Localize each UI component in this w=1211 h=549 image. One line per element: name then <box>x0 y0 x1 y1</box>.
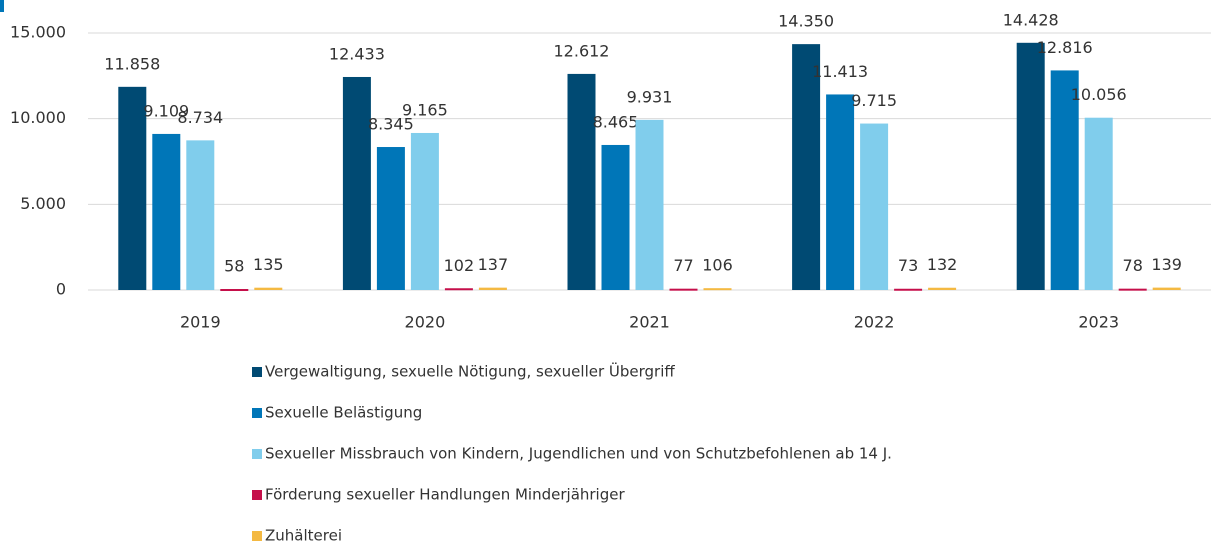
data-label: 8.345 <box>368 115 414 134</box>
bar <box>444 288 473 291</box>
legend-swatch <box>252 490 262 500</box>
data-label: 106 <box>702 256 733 275</box>
bar <box>1118 288 1147 291</box>
data-label: 9.165 <box>402 100 448 119</box>
bar <box>186 140 215 290</box>
data-label: 73 <box>898 256 918 275</box>
bar <box>478 287 507 290</box>
bar <box>1050 70 1079 291</box>
bar <box>703 288 732 291</box>
data-label: 137 <box>478 255 509 274</box>
bar <box>894 288 923 291</box>
data-label: 135 <box>253 255 284 274</box>
y-tick-label: 15.000 <box>10 23 66 42</box>
bar <box>860 123 889 290</box>
corner-mark <box>0 0 4 12</box>
data-label: 77 <box>673 256 693 275</box>
bar <box>118 86 147 290</box>
data-label: 8.734 <box>177 108 223 127</box>
bar <box>254 287 283 290</box>
legend-label: Zuhälterei <box>265 527 342 545</box>
data-label: 102 <box>444 256 475 275</box>
data-label: 78 <box>1123 256 1143 275</box>
y-tick-label: 5.000 <box>20 194 66 213</box>
legend-swatch <box>252 531 262 541</box>
data-label: 11.413 <box>812 62 868 81</box>
bar <box>376 147 405 290</box>
bar <box>601 144 630 290</box>
data-label: 132 <box>927 255 958 274</box>
data-label: 9.931 <box>627 87 673 106</box>
bar <box>1084 117 1113 290</box>
legend-swatch <box>252 408 262 418</box>
bar <box>669 288 698 291</box>
legend-swatch <box>252 367 262 377</box>
legend-label: Förderung sexueller Handlungen Minderjäh… <box>265 486 625 504</box>
data-label: 14.350 <box>778 12 834 31</box>
bar <box>1016 42 1045 291</box>
legend-swatch <box>252 449 262 459</box>
legend-label: Sexuelle Belästigung <box>265 404 422 422</box>
data-label: 12.433 <box>329 44 385 63</box>
data-label: 11.858 <box>104 54 160 73</box>
x-tick-label: 2023 <box>1078 313 1119 332</box>
legend-label: Vergewaltigung, sexuelle Nötigung, sexue… <box>265 362 675 381</box>
x-tick-label: 2019 <box>180 313 221 332</box>
data-label: 14.428 <box>1003 10 1059 29</box>
bar <box>1152 287 1181 290</box>
data-label: 9.715 <box>851 91 897 110</box>
data-label: 12.612 <box>554 41 610 60</box>
y-tick-label: 10.000 <box>10 108 66 127</box>
y-tick-label: 0 <box>56 280 66 299</box>
x-tick-label: 2021 <box>629 313 670 332</box>
bar <box>342 76 371 291</box>
bar <box>410 132 439 290</box>
legend-label: Sexueller Missbrauch von Kindern, Jugend… <box>265 445 892 463</box>
data-label: 9.109 <box>143 101 189 120</box>
bar <box>635 119 664 290</box>
data-label: 10.056 <box>1071 85 1127 104</box>
x-tick-label: 2022 <box>854 313 895 332</box>
bar <box>826 94 855 290</box>
x-tick-label: 2020 <box>405 313 446 332</box>
bar <box>152 133 181 290</box>
data-label: 139 <box>1151 255 1182 274</box>
data-label: 12.816 <box>1037 38 1093 57</box>
bar <box>792 44 821 291</box>
bar <box>567 73 596 290</box>
data-label: 58 <box>224 257 244 276</box>
bar <box>928 287 957 290</box>
data-label: 8.465 <box>593 112 639 131</box>
bar <box>220 289 249 292</box>
